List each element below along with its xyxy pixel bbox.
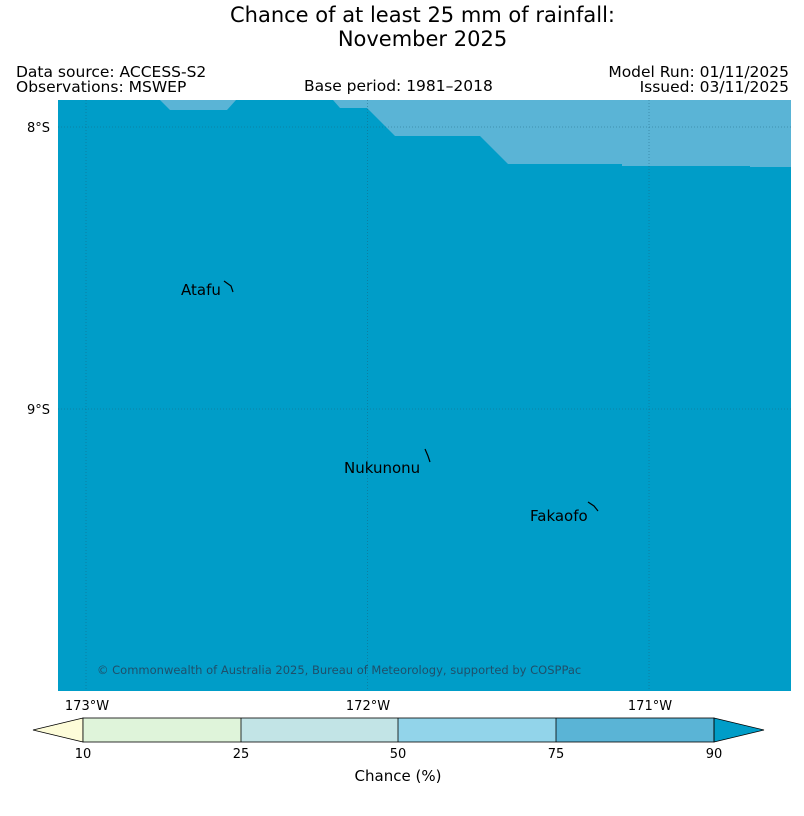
colorbar-frame bbox=[82, 717, 715, 743]
region-over-90 bbox=[58, 100, 791, 691]
colorbar-tick-25: 25 bbox=[233, 747, 250, 762]
nukunonu-atoll bbox=[424, 448, 431, 463]
colorbar-band-10-25 bbox=[83, 718, 241, 742]
colorbar-tick-50: 50 bbox=[390, 747, 407, 762]
graticule bbox=[58, 100, 791, 691]
colorbar-under-extension bbox=[32, 717, 84, 743]
lon-label-173w: 173°W bbox=[65, 699, 109, 714]
colorbar-tick-90: 90 bbox=[706, 747, 723, 762]
colorbar-band-50-75 bbox=[398, 718, 556, 742]
colorbar-band-75-90 bbox=[556, 718, 714, 742]
meta-left: Data source: ACCESS-S2 Observations: MSW… bbox=[16, 63, 207, 96]
data-source-text: Data source: ACCESS-S2 bbox=[16, 63, 207, 81]
place-label-atafu: Atafu bbox=[181, 281, 221, 299]
model-run-text: Model Run: 01/11/2025 bbox=[608, 63, 789, 81]
base-period-text: Base period: 1981–2018 bbox=[304, 77, 493, 95]
colorbar-over-extension bbox=[713, 717, 765, 743]
title-line-1: Chance of at least 25 mm of rainfall: bbox=[229, 3, 615, 27]
place-label-nukunonu: Nukunonu bbox=[344, 459, 420, 477]
observations-text: Observations: MSWEP bbox=[16, 78, 187, 96]
issued-text: Issued: 03/11/2025 bbox=[639, 78, 789, 96]
copyright-notice: © Commonwealth of Australia 2025, Bureau… bbox=[97, 663, 581, 677]
atoll-outlines bbox=[223, 280, 599, 512]
fakaofo-atoll bbox=[587, 501, 599, 512]
chart-title: Chance of at least 25 mm of rainfall: No… bbox=[0, 3, 804, 51]
meta-right: Model Run: 01/11/2025 Issued: 03/11/2025 bbox=[608, 63, 789, 96]
colorbar: 10 25 50 75 90 Chance (%) bbox=[32, 717, 765, 785]
atafu-atoll bbox=[223, 280, 234, 293]
title-line-2: November 2025 bbox=[337, 27, 508, 51]
colorbar-tick-10: 10 bbox=[75, 747, 92, 762]
lon-label-172w: 172°W bbox=[346, 699, 390, 714]
place-label-fakaofo: Fakaofo bbox=[530, 507, 588, 525]
colorbar-label: Chance (%) bbox=[355, 767, 442, 785]
colorbar-band-25-50 bbox=[241, 718, 398, 742]
colorbar-tick-75: 75 bbox=[548, 747, 565, 762]
lon-label-171w: 171°W bbox=[628, 699, 672, 714]
lat-label-9s: 9°S bbox=[27, 403, 50, 418]
map-panel: Atafu Nukunonu Fakaofo © Commonwealth of… bbox=[58, 100, 791, 691]
region-75-90 bbox=[160, 100, 791, 167]
lat-label-8s: 8°S bbox=[27, 121, 50, 136]
